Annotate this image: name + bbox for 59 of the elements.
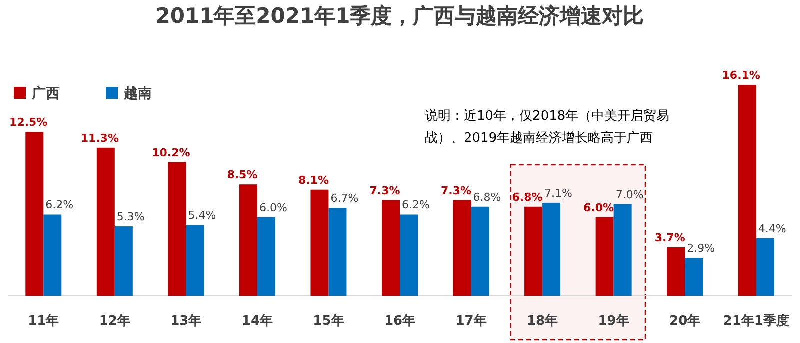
data-label: 8.5% bbox=[227, 168, 258, 182]
x-tick-label: 15年 bbox=[313, 314, 344, 329]
bar bbox=[96, 148, 115, 296]
data-label: 6.8% bbox=[512, 190, 543, 204]
data-label: 6.7% bbox=[330, 192, 359, 206]
data-label: 7.3% bbox=[370, 184, 400, 198]
x-tick-label: 11年 bbox=[28, 314, 60, 329]
bar bbox=[186, 225, 204, 296]
data-label: 7.1% bbox=[544, 186, 573, 200]
data-label: 7.0% bbox=[616, 188, 644, 202]
bar bbox=[685, 258, 704, 296]
bar bbox=[400, 214, 418, 296]
x-tick-label: 13年 bbox=[170, 314, 202, 329]
data-label: 6.2% bbox=[46, 198, 74, 212]
data-label: 5.4% bbox=[188, 209, 216, 222]
data-label: 2.9% bbox=[687, 242, 716, 255]
bar bbox=[168, 162, 186, 296]
bar bbox=[114, 226, 133, 296]
x-tick-label: 19年 bbox=[598, 314, 630, 329]
data-label: 4.4% bbox=[758, 222, 786, 236]
data-label: 5.3% bbox=[116, 210, 145, 224]
annotation: 说明：近10年，仅2018年（中美开启贸易战）、2019年越南经济增长略高于广西 bbox=[425, 108, 671, 148]
bar bbox=[524, 206, 543, 296]
data-label: 12.5% bbox=[10, 116, 48, 130]
data-label: 6.0% bbox=[259, 201, 288, 214]
bar bbox=[328, 208, 347, 296]
data-label: 3.7% bbox=[654, 232, 686, 245]
bar bbox=[667, 248, 686, 296]
data-label: 16.1% bbox=[722, 69, 760, 82]
bar bbox=[382, 200, 400, 296]
chart-title: 2011年至2021年1季度，广西与越南经济增速对比 bbox=[154, 3, 646, 30]
x-tick-label: 20年 bbox=[670, 314, 701, 329]
x-tick-label: 17年 bbox=[456, 314, 487, 329]
data-label: 7.3% bbox=[441, 184, 472, 198]
data-label: 8.1% bbox=[298, 174, 329, 187]
bar bbox=[257, 217, 276, 296]
bar bbox=[26, 132, 44, 296]
data-label: 11.3% bbox=[80, 132, 119, 145]
bar bbox=[239, 184, 258, 296]
data-label: 10.2% bbox=[152, 146, 190, 160]
bar bbox=[596, 217, 614, 296]
bar bbox=[44, 214, 62, 296]
bar bbox=[471, 206, 490, 296]
x-tick-label: 12年 bbox=[99, 314, 130, 329]
bar bbox=[542, 202, 561, 296]
legend-label: 越南 bbox=[123, 86, 152, 102]
bar bbox=[756, 238, 774, 296]
data-label: 6.8% bbox=[473, 190, 502, 204]
bar bbox=[310, 190, 329, 296]
legend-label: 广西 bbox=[31, 85, 60, 102]
x-tick-label: 16年 bbox=[384, 314, 416, 329]
bar bbox=[738, 85, 756, 296]
x-tick-label: 21年1季度 bbox=[723, 313, 790, 329]
data-label: 6.2% bbox=[402, 198, 430, 212]
data-label: 6.0% bbox=[584, 201, 614, 214]
x-tick-label: 14年 bbox=[242, 314, 273, 329]
bar bbox=[453, 200, 472, 296]
x-tick-label: 18年 bbox=[527, 314, 558, 329]
bar bbox=[614, 204, 632, 296]
